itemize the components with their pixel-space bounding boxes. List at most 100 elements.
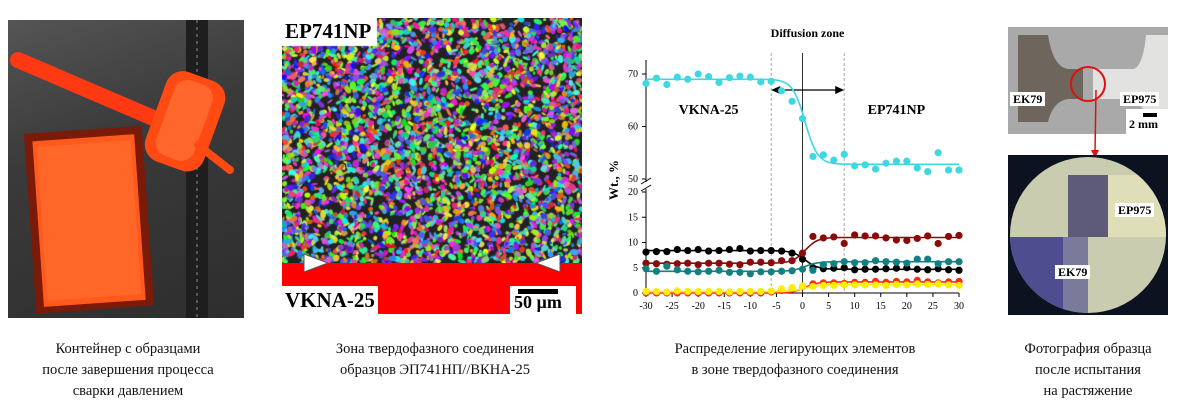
data-point-0 — [798, 115, 807, 123]
data-point-0 — [924, 168, 932, 176]
data-point-5 — [778, 285, 786, 293]
data-point-0 — [788, 97, 796, 105]
data-point-1 — [694, 245, 702, 254]
data-point-1 — [757, 246, 765, 255]
data-point-5 — [944, 281, 953, 289]
data-point-0 — [819, 151, 827, 159]
data-point-5 — [819, 281, 827, 290]
data-point-3 — [955, 258, 963, 266]
data-point-2 — [903, 236, 911, 245]
data-point-2 — [871, 232, 880, 240]
y-tick-label: 0 — [633, 288, 638, 299]
data-point-3 — [757, 268, 765, 276]
data-point-3 — [715, 266, 723, 274]
data-point-1 — [715, 246, 723, 255]
ebsd-top-label: EP741NP — [282, 18, 375, 44]
data-point-5 — [798, 282, 807, 290]
y-tick-label: 60 — [628, 122, 638, 133]
data-point-3 — [788, 267, 796, 275]
y-tick-label: 50 — [628, 174, 638, 185]
data-point-1 — [798, 255, 807, 263]
data-point-3 — [892, 258, 900, 266]
data-point-3 — [725, 268, 734, 276]
data-point-0 — [830, 156, 838, 164]
data-point-2 — [934, 239, 942, 248]
data-point-5 — [955, 281, 963, 290]
caption-line: после испытания — [1035, 362, 1141, 378]
data-point-1 — [746, 247, 754, 255]
data-point-1 — [652, 247, 661, 256]
data-point-1 — [861, 265, 869, 273]
data-point-1 — [642, 248, 650, 256]
data-point-3 — [684, 267, 692, 275]
caption-line: сварки давлением — [72, 383, 184, 399]
data-point-2 — [913, 234, 921, 243]
x-tick-label: -5 — [772, 301, 780, 312]
caption-line: после завершения процесса — [42, 362, 214, 378]
data-point-1 — [871, 265, 880, 273]
tensile-caption: Фотография образца после испытания на ра… — [990, 339, 1186, 402]
data-point-2 — [798, 249, 807, 257]
data-point-3 — [882, 258, 890, 266]
data-point-1 — [663, 247, 671, 256]
welding-photo — [8, 20, 244, 318]
data-point-3 — [673, 266, 681, 274]
ebsd-scale-bar: 50 µm — [510, 286, 576, 314]
data-point-2 — [767, 259, 775, 267]
x-tick-label: -20 — [691, 301, 704, 312]
data-point-2 — [830, 233, 838, 241]
data-point-5 — [684, 287, 692, 296]
data-point-3 — [798, 265, 807, 273]
data-point-0 — [871, 165, 880, 173]
data-point-5 — [725, 288, 734, 296]
data-point-2 — [778, 257, 786, 265]
data-point-0 — [778, 87, 786, 95]
data-point-3 — [944, 258, 953, 266]
data-point-1 — [778, 247, 786, 255]
caption-line: Контейнер с образцами — [55, 341, 201, 357]
data-point-5 — [705, 287, 713, 296]
data-point-0 — [913, 164, 921, 172]
data-point-5 — [736, 287, 744, 296]
data-point-1 — [955, 266, 963, 274]
data-point-3 — [778, 267, 786, 275]
micrograph-illustration — [1010, 157, 1166, 313]
data-point-5 — [871, 281, 880, 289]
data-point-0 — [851, 162, 859, 170]
specimen-photo: EK79 EP975 2 mm — [1008, 27, 1168, 134]
y-tick-label: 15 — [628, 212, 638, 223]
micro-ek79-label: EK79 — [1055, 265, 1091, 279]
data-point-5 — [746, 287, 754, 296]
data-point-2 — [944, 232, 953, 241]
data-point-5 — [757, 287, 765, 296]
x-tick-label: 0 — [800, 301, 805, 312]
x-tick-label: -10 — [744, 301, 757, 312]
data-point-0 — [705, 73, 713, 81]
data-point-2 — [840, 239, 848, 248]
data-point-1 — [840, 264, 848, 272]
data-point-3 — [694, 268, 702, 276]
x-tick-label: -25 — [665, 301, 678, 312]
data-point-2 — [892, 236, 900, 244]
data-point-0 — [642, 79, 650, 88]
ep975-label: EP975 — [1120, 92, 1160, 106]
data-point-3 — [746, 270, 754, 278]
data-point-1 — [924, 266, 932, 274]
caption-line: Зона твердофазного соединения — [335, 341, 535, 357]
data-point-5 — [715, 287, 723, 296]
x-tick-label: 5 — [826, 301, 831, 312]
data-point-0 — [746, 73, 754, 81]
scale-label: 50 µm — [514, 292, 562, 312]
welding-caption: Контейнер с образцами после завершения п… — [8, 339, 248, 402]
data-point-5 — [830, 281, 838, 290]
data-point-2 — [736, 261, 744, 269]
data-point-2 — [642, 259, 650, 267]
caption-line: в зоне твердофазного соединения — [691, 362, 899, 378]
data-point-5 — [882, 281, 890, 290]
arrow-left-icon — [534, 253, 561, 273]
data-point-3 — [913, 255, 921, 263]
data-point-5 — [840, 281, 848, 289]
data-point-2 — [819, 234, 827, 242]
data-point-0 — [673, 73, 681, 81]
ebsd-caption: Зона твердофазного соединения образцов Э… — [290, 339, 580, 381]
